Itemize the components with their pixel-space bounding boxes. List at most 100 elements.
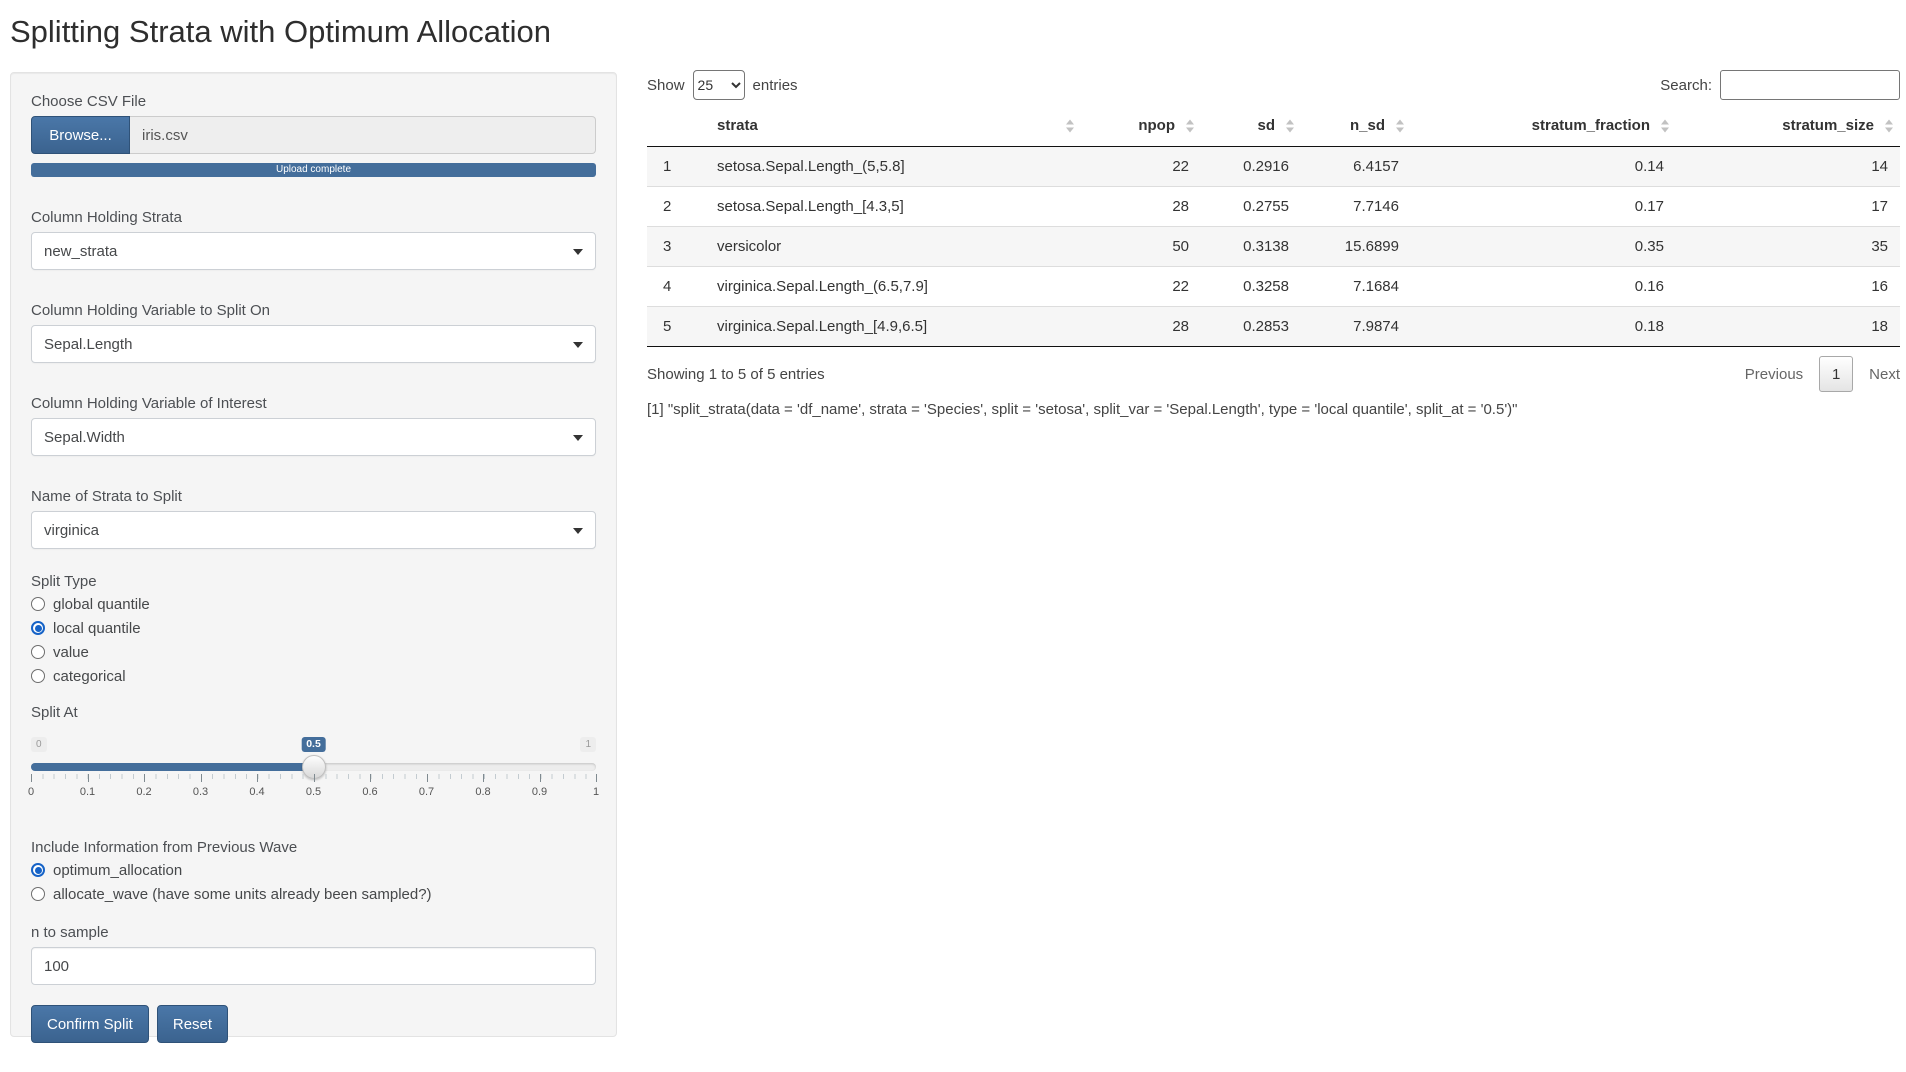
split-var-value: Sepal.Length xyxy=(44,335,133,353)
header-npop[interactable]: npop xyxy=(1081,105,1201,147)
table-row[interactable]: 1 setosa.Sepal.Length_(5,5.8] 22 0.2916 … xyxy=(647,146,1900,187)
sort-icon xyxy=(1661,119,1670,132)
radio-icon[interactable] xyxy=(31,669,45,683)
radio-categorical[interactable]: categorical xyxy=(31,664,596,688)
row-index: 5 xyxy=(647,306,701,347)
cell-sd: 0.2853 xyxy=(1201,306,1301,347)
sort-icon xyxy=(1396,119,1405,132)
split-at-label: Split At xyxy=(31,704,78,721)
cell-stratum-size: 17 xyxy=(1676,186,1900,227)
search-input[interactable] xyxy=(1720,70,1900,100)
sidebar-panel: Choose CSV File Browse... Upload complet… xyxy=(10,72,617,1043)
row-index: 1 xyxy=(663,158,672,175)
pagination: Previous 1 Next xyxy=(1745,356,1900,392)
cell-strata: versicolor xyxy=(701,226,1081,267)
row-index: 2 xyxy=(647,186,701,227)
browse-button[interactable]: Browse... xyxy=(31,116,130,154)
interest-var-value: Sepal.Width xyxy=(44,428,125,446)
table-row[interactable]: 2 setosa.Sepal.Length_[4.3,5] 28 0.2755 … xyxy=(647,186,1900,227)
previous-page-button[interactable]: Previous xyxy=(1744,365,1804,383)
split-strata-output: [1] "split_strata(data = 'df_name', stra… xyxy=(647,401,1518,418)
reset-button[interactable]: Reset xyxy=(156,1005,229,1043)
n-to-sample-label: n to sample xyxy=(31,924,109,941)
chevron-down-icon xyxy=(573,342,583,348)
cell-n-sd: 7.9874 xyxy=(1301,306,1411,347)
interest-var-label: Column Holding Variable of Interest xyxy=(31,395,267,412)
header-n-sd[interactable]: n_sd xyxy=(1301,105,1411,147)
radio-label: global quantile xyxy=(53,595,150,613)
radio-label: value xyxy=(53,643,89,661)
next-page-button[interactable]: Next xyxy=(1869,365,1900,383)
strata-column-select[interactable]: new_strata xyxy=(31,232,596,270)
cell-sd: 0.3138 xyxy=(1201,226,1301,267)
strata-column-value: new_strata xyxy=(44,242,118,260)
cell-n-sd: 7.1684 xyxy=(1301,266,1411,307)
radio-global-quantile[interactable]: global quantile xyxy=(31,592,596,616)
radio-optimum-allocation[interactable]: optimum_allocation xyxy=(31,858,596,882)
radio-checked-icon[interactable] xyxy=(31,863,45,877)
chevron-down-icon xyxy=(573,528,583,534)
file-input-label: Choose CSV File xyxy=(31,93,147,110)
table-row[interactable]: 5 virginica.Sepal.Length_[4.9,6.5] 28 0.… xyxy=(647,306,1900,347)
strata-column-label: Column Holding Strata xyxy=(31,209,182,226)
cell-strata: setosa.Sepal.Length_(5,5.8] xyxy=(717,158,905,175)
cell-n-sd: 6.4157 xyxy=(1353,158,1399,175)
radio-local-quantile[interactable]: local quantile xyxy=(31,616,596,640)
wave-label: Include Information from Previous Wave xyxy=(31,839,298,856)
cell-stratum-fraction: 0.14 xyxy=(1634,158,1664,175)
cell-strata: setosa.Sepal.Length_[4.3,5] xyxy=(701,186,1081,227)
split-var-select[interactable]: Sepal.Length xyxy=(31,325,596,363)
cell-stratum-size: 16 xyxy=(1676,266,1900,307)
page-title: Splitting Strata with Optimum Allocation xyxy=(10,14,552,49)
file-name-field[interactable] xyxy=(130,116,596,154)
radio-icon[interactable] xyxy=(31,597,45,611)
table-search: Search: xyxy=(1660,70,1900,100)
table-header-row: strata npop sd n_sd stratum_fraction str… xyxy=(647,105,1900,147)
cell-stratum-size: 35 xyxy=(1676,226,1900,267)
radio-icon[interactable] xyxy=(31,887,45,901)
cell-n-sd: 15.6899 xyxy=(1301,226,1411,267)
radio-label: local quantile xyxy=(53,619,141,637)
cell-npop: 22 xyxy=(1172,158,1189,175)
n-to-sample-input[interactable] xyxy=(31,947,596,985)
row-index: 3 xyxy=(647,226,701,267)
slider-ticks xyxy=(31,774,597,783)
strata-name-select[interactable]: virginica xyxy=(31,511,596,549)
radio-allocate-wave[interactable]: allocate_wave (have some units already b… xyxy=(31,882,596,906)
header-index[interactable] xyxy=(647,105,701,147)
split-at-slider: 0 0.5 1 0 xyxy=(28,737,599,823)
cell-stratum-fraction: 0.35 xyxy=(1411,226,1676,267)
header-strata[interactable]: strata xyxy=(701,105,1081,147)
radio-value[interactable]: value xyxy=(31,640,596,664)
strata-name-value: virginica xyxy=(44,521,100,539)
show-label: Show xyxy=(647,76,685,94)
chevron-down-icon xyxy=(573,435,583,441)
header-stratum-size[interactable]: stratum_size xyxy=(1676,105,1900,147)
interest-var-select[interactable]: Sepal.Width xyxy=(31,418,596,456)
cell-stratum-fraction: 0.17 xyxy=(1411,186,1676,227)
confirm-split-button[interactable]: Confirm Split xyxy=(31,1005,149,1043)
radio-label: categorical xyxy=(53,667,126,685)
radio-label: allocate_wave (have some units already b… xyxy=(53,885,432,903)
chevron-down-icon xyxy=(573,249,583,255)
page-length-select[interactable]: 25 xyxy=(692,70,745,100)
slider-fill xyxy=(31,763,314,771)
radio-checked-icon[interactable] xyxy=(31,621,45,635)
search-label: Search: xyxy=(1660,76,1712,94)
table-row[interactable]: 4 virginica.Sepal.Length_(6.5,7.9] 22 0.… xyxy=(647,266,1900,307)
sort-icon xyxy=(1885,119,1894,132)
radio-icon[interactable] xyxy=(31,645,45,659)
header-sd[interactable]: sd xyxy=(1201,105,1301,147)
file-input: Browse... xyxy=(31,116,596,154)
cell-n-sd: 7.7146 xyxy=(1301,186,1411,227)
table-row[interactable]: 3 versicolor 50 0.3138 15.6899 0.35 35 xyxy=(647,226,1900,267)
header-stratum-fraction[interactable]: stratum_fraction xyxy=(1411,105,1676,147)
slider-track[interactable] xyxy=(31,755,596,779)
upload-progress-bar: Upload complete xyxy=(31,163,596,177)
cell-sd: 0.2755 xyxy=(1201,186,1301,227)
cell-npop: 50 xyxy=(1081,226,1201,267)
strata-name-label: Name of Strata to Split xyxy=(31,488,182,505)
current-page-button[interactable]: 1 xyxy=(1819,356,1854,392)
entries-label: entries xyxy=(752,76,798,94)
